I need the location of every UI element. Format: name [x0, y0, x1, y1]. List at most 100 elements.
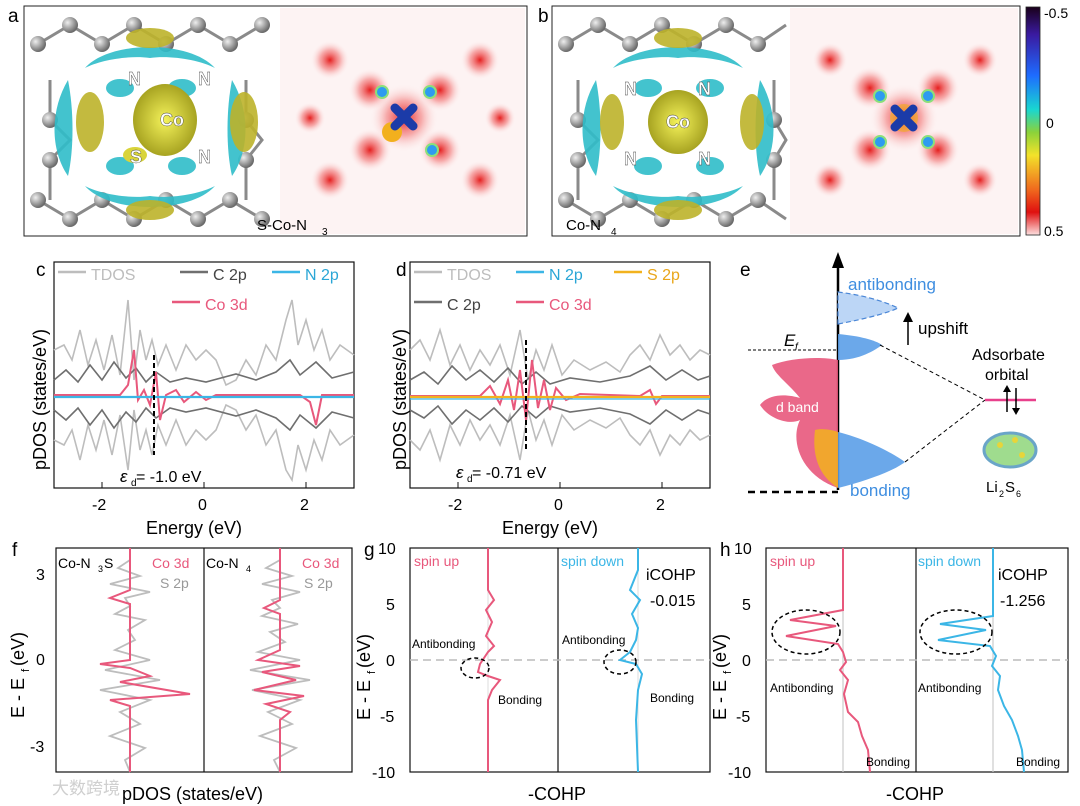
panel-b-letter: b — [538, 6, 549, 27]
ytick: 0 — [742, 653, 751, 670]
icohp-value: -0.015 — [650, 593, 695, 610]
y-axis-label: E - E — [710, 680, 730, 720]
panel-c-letter: c — [36, 260, 46, 281]
epsilon-value: = -0.71 eV — [472, 465, 547, 482]
ytick: -5 — [736, 709, 750, 726]
panel-d-letter: d — [396, 260, 407, 281]
atom-label-n: N — [198, 147, 211, 167]
panel-g-chart: spin up spin down iCOHP -0.015 Antibondi… — [354, 541, 711, 804]
atom-label-co: Co — [666, 112, 690, 132]
legend-co3d: Co 3d — [205, 297, 248, 314]
bonding-label: Bonding — [650, 691, 694, 705]
icohp-label: iCOHP — [998, 567, 1048, 584]
spin-down-label: spin down — [918, 553, 981, 569]
spin-up-label: spin up — [770, 553, 815, 569]
legend-c2p: C 2p — [213, 267, 247, 284]
antibonding-label: antibonding — [848, 275, 936, 294]
xtick: 2 — [300, 497, 309, 514]
antibonding-label: Antibonding — [770, 681, 833, 695]
legend-c2p: C 2p — [447, 297, 481, 314]
epsilon-symbol: ε — [456, 463, 464, 482]
antibonding-label: Antibonding — [562, 633, 625, 647]
ytick: 5 — [742, 597, 751, 614]
bonding-label: bonding — [850, 481, 911, 500]
xtick: 0 — [198, 497, 207, 514]
panel-a-caption-main: S-Co-N — [257, 217, 307, 234]
legend-n2p: N 2p — [305, 267, 339, 284]
ytick: 5 — [386, 597, 395, 614]
atom-label-n: N — [698, 149, 711, 169]
f-left-label: Co-N — [58, 555, 91, 571]
x-axis-label: Energy (eV) — [146, 518, 242, 538]
f-left-end: S — [104, 555, 113, 571]
panel-a-caption-sub: 3 — [322, 227, 328, 238]
xtick: -2 — [448, 497, 462, 514]
panel-h-chart: spin up spin down iCOHP -1.256 Antibondi… — [710, 541, 1069, 804]
y-axis-label-sub: f — [366, 670, 378, 674]
f-left-co3d: Co 3d — [152, 555, 189, 571]
f-right-s2p: S 2p — [304, 575, 333, 591]
panel-c-chart: TDOS C 2p N 2p Co 3d ε d = -1.0 eV -2 0 … — [30, 261, 355, 538]
orbital-label: orbital — [985, 367, 1029, 384]
xtick: 0 — [554, 497, 563, 514]
ytick: 3 — [36, 567, 45, 584]
f-right-label: Co-N — [206, 555, 239, 571]
xtick: -2 — [92, 497, 106, 514]
bonding-label: Bonding — [1016, 755, 1060, 769]
panel-e-diagram: E f d band antibonding upshift Adsorbate… — [748, 252, 1045, 500]
colorbar-top: -0.5 — [1044, 5, 1068, 21]
atom-label-co: Co — [160, 110, 184, 130]
ytick: -5 — [380, 709, 394, 726]
panel-b-caption-sub: 4 — [611, 227, 617, 238]
watermark: 大数跨境 — [52, 779, 120, 798]
x-axis-label: -COHP — [886, 784, 944, 804]
y-axis-label: pDOS (states/eV) — [30, 329, 50, 470]
panel-d-chart: TDOS N 2p S 2p C 2p Co 3d ε d = -0.71 eV… — [390, 261, 711, 538]
atom-label-n: N — [624, 79, 637, 99]
atom-label-n: N — [198, 69, 211, 89]
spin-up-label: spin up — [414, 553, 459, 569]
panel-b-image: N N Co N N Co-N 4 — [551, 5, 1021, 238]
ytick: -10 — [728, 765, 751, 782]
legend-s2p: S 2p — [647, 267, 680, 284]
epsilon-symbol: ε — [120, 467, 128, 486]
xtick: 2 — [656, 497, 665, 514]
legend-tdos: TDOS — [447, 267, 491, 284]
ytick: 0 — [386, 653, 395, 670]
ytick: 10 — [734, 541, 752, 558]
upshift-label: upshift — [918, 319, 968, 338]
colorbar-mid: 0 — [1046, 115, 1054, 131]
y-axis-label-end: (eV) — [8, 632, 28, 666]
antibonding-label: Antibonding — [918, 681, 981, 695]
atom-label-n: N — [128, 69, 141, 89]
y-axis-label-sub: f — [20, 668, 32, 672]
li2s6-s: S — [1005, 479, 1015, 496]
li2s6-label: Li — [986, 479, 998, 496]
ytick: -10 — [372, 765, 395, 782]
ytick: -3 — [30, 739, 44, 756]
epsilon-sub: d — [131, 478, 137, 489]
colorbar: -0.5 0 0.5 — [1025, 5, 1068, 239]
fermi-label-sub: f — [795, 342, 799, 353]
f-right-co3d: Co 3d — [302, 555, 339, 571]
y-axis-label-end: (eV) — [354, 634, 374, 668]
spin-down-label: spin down — [561, 553, 624, 569]
f-right-sub: 4 — [246, 564, 251, 574]
d-band-label: d band — [776, 399, 819, 415]
panel-a-letter: a — [8, 6, 19, 27]
icohp-value: -1.256 — [1000, 593, 1045, 610]
epsilon-sub: d — [467, 474, 473, 485]
panel-a-image: N N Co S N S-Co-N 3 — [23, 5, 528, 238]
icohp-label: iCOHP — [646, 567, 696, 584]
panel-h-letter: h — [720, 540, 731, 561]
epsilon-value: = -1.0 eV — [136, 469, 202, 486]
f-left-s2p: S 2p — [160, 575, 189, 591]
atom-label-s: S — [130, 147, 142, 167]
y-axis-label-end: (eV) — [710, 634, 730, 668]
x-axis-label: pDOS (states/eV) — [122, 784, 263, 804]
bonding-label: Bonding — [866, 755, 910, 769]
y-axis-label: pDOS (states/eV) — [390, 329, 410, 470]
y-axis-label: E - E — [8, 678, 28, 718]
li2s6-sub1: 2 — [999, 489, 1004, 499]
